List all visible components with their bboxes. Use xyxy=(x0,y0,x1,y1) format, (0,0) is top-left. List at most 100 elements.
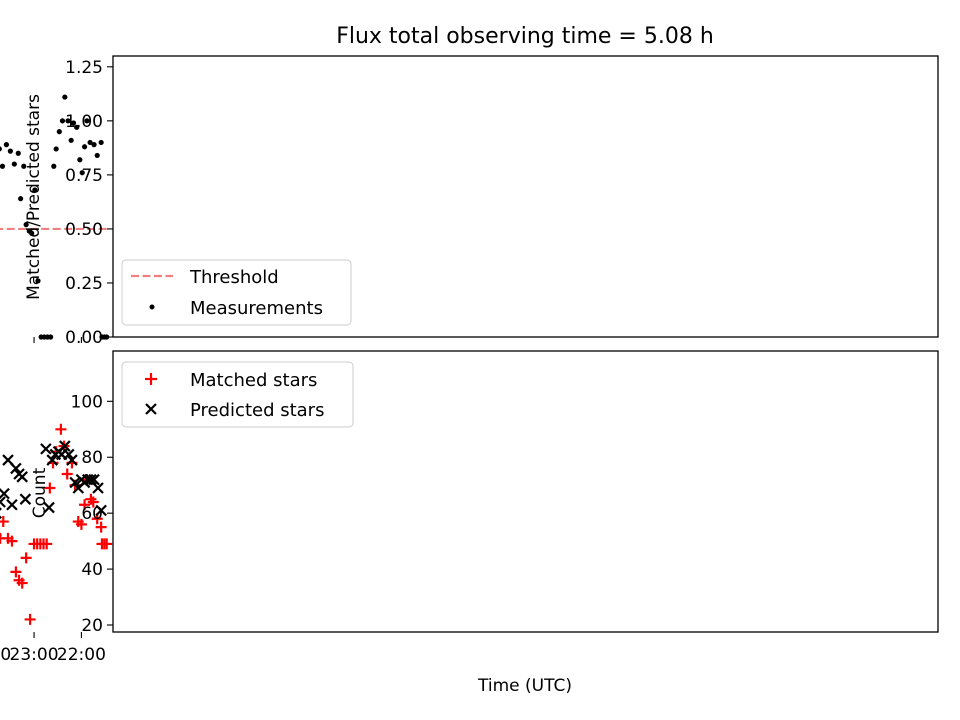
predicted-star-point xyxy=(85,473,97,486)
chart-title: Flux total observing time = 5.08 h xyxy=(336,24,714,49)
measurement-points xyxy=(0,94,110,340)
x-axis-label: Time (UTC) xyxy=(477,676,572,696)
measurement-point xyxy=(35,278,41,284)
measurement-point xyxy=(38,334,44,340)
top-y-axis-label: Matched/Predicted stars xyxy=(24,94,44,300)
measurement-point xyxy=(99,334,105,340)
y-tick-label: 0.25 xyxy=(65,274,103,294)
bottom-y-ticks: 20 40 60 80 100 xyxy=(71,392,113,636)
y-tick-label: 20 xyxy=(81,616,103,636)
measurement-point xyxy=(59,118,66,124)
bottom-axes-frame xyxy=(112,350,939,633)
measurement-point xyxy=(7,148,13,154)
predicted-star-point xyxy=(43,501,55,514)
y-tick-label: 1.25 xyxy=(65,58,103,78)
top-legend: Threshold Measurements xyxy=(121,259,352,326)
predicted-star-point xyxy=(46,454,58,466)
measurement-point xyxy=(65,118,71,124)
measurement-point xyxy=(0,163,6,169)
predicted-star-point xyxy=(13,468,25,480)
predicted-star-point xyxy=(19,493,32,505)
matched-star-point xyxy=(55,423,67,435)
matched-star-point xyxy=(72,516,84,528)
matched-star-point xyxy=(13,574,25,586)
predicted-star-point xyxy=(0,496,6,508)
top-x-ticks xyxy=(33,337,82,343)
x-tick-label: 00:00 xyxy=(0,645,11,665)
predicted-star-point xyxy=(2,454,14,466)
predicted-star-point xyxy=(72,482,85,494)
predicted-star-point xyxy=(66,454,78,466)
y-tick-label: 60 xyxy=(81,504,103,524)
bottom-y-axis-label: Count xyxy=(30,467,50,518)
matched-star-point xyxy=(79,499,91,511)
measurement-point xyxy=(23,222,29,228)
matched-star-point xyxy=(10,566,22,578)
matched-stars-points xyxy=(0,423,113,625)
predicted-stars-points xyxy=(0,440,107,519)
measurement-point xyxy=(84,118,90,124)
legend-matched-swatch xyxy=(145,373,157,385)
matched-star-point xyxy=(61,468,73,480)
measurement-point xyxy=(70,120,77,126)
predicted-star-point xyxy=(69,476,81,489)
matched-star-point xyxy=(96,538,108,550)
measurement-point xyxy=(11,161,17,167)
y-tick-label: 0.50 xyxy=(65,220,103,240)
legend-threshold-label: Threshold xyxy=(189,267,279,288)
measurement-point xyxy=(79,170,85,176)
measurement-point xyxy=(21,163,27,169)
y-tick-label: 0.75 xyxy=(65,166,103,186)
predicted-star-point xyxy=(0,507,2,519)
measurement-point xyxy=(68,137,74,143)
measurement-point xyxy=(56,129,62,135)
top-axes-frame xyxy=(112,55,939,338)
matched-star-point xyxy=(95,521,107,533)
legend-predicted-swatch xyxy=(145,403,157,415)
predicted-star-point xyxy=(40,443,52,455)
measurement-point xyxy=(94,152,100,159)
y-tick-label: 100 xyxy=(71,392,103,412)
measurement-point xyxy=(53,146,59,152)
legend-measurements-swatch xyxy=(149,304,155,310)
measurement-point xyxy=(3,142,10,148)
panel-counts: 20 40 60 80 100 22:0023:0000:0001:0002:0003:… xyxy=(0,350,939,696)
y-tick-label: 40 xyxy=(81,560,103,580)
x-tick-label: 22:00 xyxy=(57,645,106,665)
measurement-point xyxy=(87,139,93,146)
bottom-legend-box xyxy=(121,361,354,428)
legend-predicted-label: Predicted stars xyxy=(190,400,324,421)
measurement-point xyxy=(51,163,57,169)
matched-star-point xyxy=(44,482,56,494)
predicted-star-point xyxy=(6,499,18,511)
y-tick-label: 80 xyxy=(81,448,103,468)
predicted-star-point xyxy=(0,487,10,500)
predicted-star-point xyxy=(49,448,62,461)
panel-ratio: 0.00 0.25 0.50 0.75 1.00 1.25 Matched/Predict… xyxy=(0,55,939,348)
measurement-point xyxy=(15,150,21,156)
predicted-star-point xyxy=(75,473,88,486)
matched-star-point xyxy=(20,552,32,564)
matched-star-point xyxy=(24,613,36,625)
measurement-point xyxy=(26,228,32,234)
legend-matched-label: Matched stars xyxy=(190,370,317,391)
top-legend-box xyxy=(121,259,352,326)
y-tick-label: 1.00 xyxy=(65,112,103,132)
x-tick-label: 23:00 xyxy=(10,645,59,665)
measurement-point xyxy=(81,144,88,150)
legend-measurements-label: Measurements xyxy=(190,298,323,319)
top-y-ticks: 0.00 0.25 0.50 0.75 1.00 1.25 xyxy=(65,58,113,348)
measurement-point xyxy=(0,146,2,152)
measurement-point xyxy=(77,157,83,163)
measurement-point xyxy=(91,142,97,148)
predicted-star-point xyxy=(95,504,107,517)
measurement-point xyxy=(32,187,38,193)
measurement-point xyxy=(18,196,24,202)
measurement-point xyxy=(98,139,104,146)
bottom-legend: Matched stars Predicted stars xyxy=(121,361,354,428)
matched-star-point xyxy=(0,516,9,528)
matched-star-point xyxy=(85,493,97,505)
measurement-point xyxy=(74,124,80,130)
